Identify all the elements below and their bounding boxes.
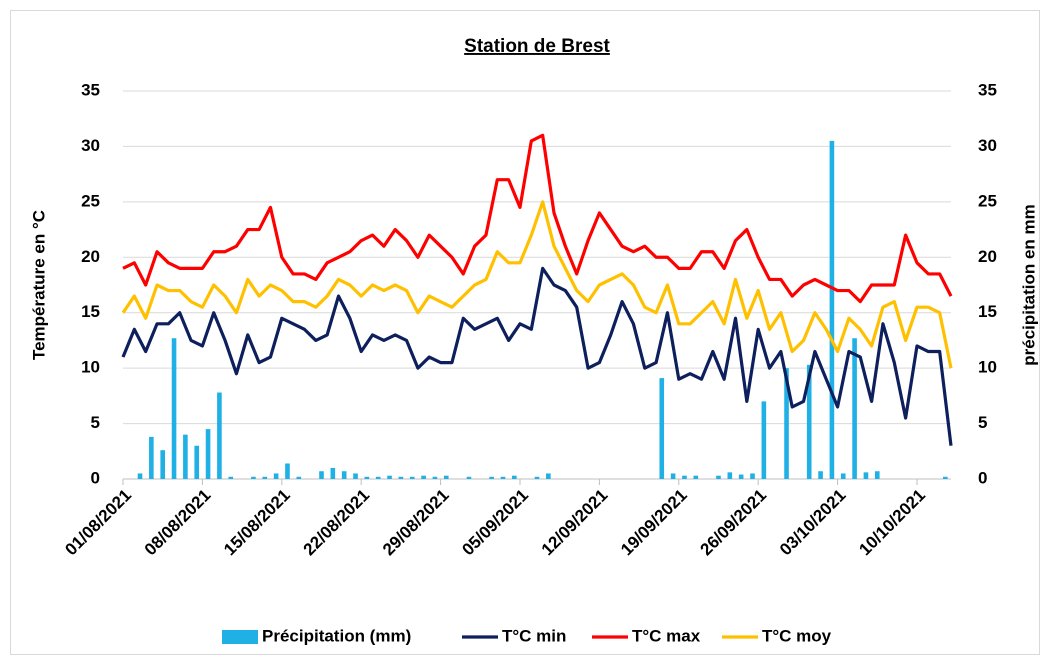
bar (466, 476, 472, 479)
y-tick-label: 35 (81, 80, 100, 99)
bar (217, 392, 222, 479)
bar (228, 476, 234, 479)
y-tick-label: 15 (81, 302, 100, 321)
bar (693, 475, 699, 479)
y-tick-label: 5 (91, 413, 100, 432)
y2-tick-label: 15 (978, 302, 997, 321)
y-tick-label: 10 (81, 358, 100, 377)
y2-tick-label: 0 (978, 468, 987, 487)
y2-tick-label: 20 (978, 247, 997, 266)
bar (353, 473, 358, 479)
y-tick-label: 20 (81, 247, 100, 266)
bar (296, 476, 302, 479)
bar (421, 475, 426, 479)
bar (149, 436, 154, 479)
bar (852, 338, 857, 479)
bar (262, 476, 268, 479)
legend-label: T°C max (632, 626, 701, 645)
bar (818, 471, 823, 479)
bar (387, 475, 392, 479)
y-axis-title: Température en °C (29, 210, 48, 360)
bar (512, 475, 517, 479)
bar (171, 338, 177, 479)
bar (840, 473, 846, 479)
y-tick-label: 30 (81, 136, 100, 155)
y-tick-label: 0 (91, 468, 100, 487)
legend-label: Précipitation (mm) (262, 626, 411, 645)
bar (341, 471, 347, 479)
bar (285, 463, 290, 479)
legend-swatch (222, 630, 258, 644)
line-series (122, 133, 953, 304)
bar (682, 475, 687, 479)
y2-tick-label: 35 (978, 80, 997, 99)
legend-label: T°C moy (762, 626, 832, 645)
bar (943, 476, 948, 479)
bar (534, 476, 540, 479)
bar (194, 445, 200, 479)
bar (546, 473, 551, 479)
bar (500, 476, 506, 479)
bar (251, 476, 256, 479)
bar (806, 364, 812, 479)
bar (364, 476, 370, 479)
bar (330, 467, 336, 479)
bar (409, 476, 415, 479)
bar (784, 368, 789, 479)
chart-frame (10, 10, 1040, 655)
bar (205, 429, 211, 479)
bar (273, 473, 279, 479)
bar (716, 475, 721, 479)
bar (319, 471, 324, 479)
y2-axis-title: précipitation en mm (1019, 204, 1038, 366)
y2-tick-label: 25 (978, 191, 997, 210)
bar (137, 473, 143, 479)
bar (863, 472, 869, 479)
bar (670, 473, 676, 479)
chart-title: Station de Brest (464, 36, 610, 57)
bar (443, 475, 449, 479)
bar (874, 471, 880, 479)
y2-tick-label: 10 (978, 358, 997, 377)
y2-tick-label: 30 (978, 136, 997, 155)
bar (375, 476, 381, 479)
bar (750, 473, 755, 479)
legend-label: T°C min (502, 626, 566, 645)
bar (489, 476, 494, 479)
bar (183, 434, 188, 479)
bar (829, 140, 835, 479)
bar (432, 476, 438, 479)
bar (761, 401, 767, 479)
bar (738, 474, 744, 479)
line-series (121, 200, 953, 369)
bar (398, 476, 404, 479)
y-tick-label: 25 (81, 191, 100, 210)
bar (160, 450, 165, 479)
bar (727, 472, 733, 479)
y2-tick-label: 5 (978, 413, 987, 432)
bar (659, 378, 665, 479)
line-series (121, 266, 953, 446)
